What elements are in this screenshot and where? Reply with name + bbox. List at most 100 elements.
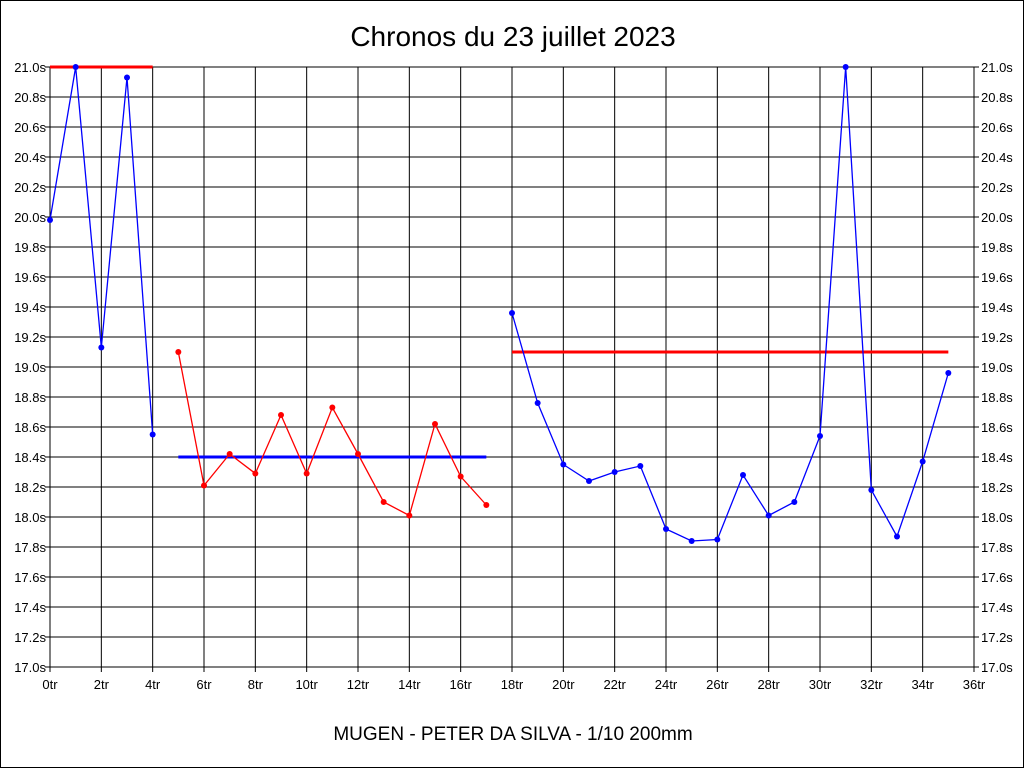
- x-tick-label: 6tr: [196, 677, 212, 692]
- y-tick-label-right: 19.0s: [981, 360, 1013, 375]
- data-point: [919, 458, 926, 465]
- data-point: [329, 404, 336, 411]
- y-tick-label-right: 20.4s: [981, 150, 1013, 165]
- data-point: [817, 433, 823, 439]
- x-tick-label: 8tr: [248, 677, 264, 692]
- y-tick-label-left: 18.4s: [14, 450, 46, 465]
- y-tick-label-left: 17.0s: [14, 660, 46, 675]
- x-tick-label: 24tr: [655, 677, 678, 692]
- x-tick-label: 10tr: [295, 677, 318, 692]
- data-point: [663, 526, 669, 532]
- y-tick-label-right: 17.8s: [981, 540, 1013, 555]
- data-point: [483, 502, 490, 508]
- grid-layer: [45, 66, 979, 672]
- data-point: [278, 412, 284, 418]
- x-tick-label: 16tr: [449, 677, 472, 692]
- y-tick-label-left: 20.8s: [14, 90, 46, 105]
- y-tick-label-right: 18.4s: [981, 450, 1013, 465]
- series-layer: [47, 64, 952, 544]
- y-tick-label-left: 17.6s: [14, 570, 46, 585]
- data-point: [945, 370, 952, 376]
- y-tick-label-right: 18.0s: [981, 510, 1013, 525]
- y-tick-label-left: 20.6s: [14, 120, 46, 135]
- data-point: [688, 538, 695, 544]
- data-point: [560, 461, 567, 468]
- x-tick-label: 4tr: [145, 677, 161, 692]
- data-point: [355, 451, 361, 457]
- y-tick-label-right: 19.4s: [981, 300, 1013, 315]
- y-tick-label-right: 19.6s: [981, 270, 1013, 285]
- y-tick-label-left: 18.0s: [14, 510, 46, 525]
- x-tick-label: 30tr: [809, 677, 832, 692]
- plot-border: [49, 66, 975, 668]
- data-point: [586, 478, 592, 484]
- y-tick-label-right: 17.0s: [981, 660, 1013, 675]
- y-tick-label-right: 18.6s: [981, 420, 1013, 435]
- data-point: [714, 536, 721, 543]
- y-tick-label-right: 20.0s: [981, 210, 1013, 225]
- y-tick-label-right: 18.2s: [981, 480, 1013, 495]
- data-point: [457, 473, 464, 480]
- data-point: [124, 74, 130, 81]
- data-point: [72, 64, 79, 70]
- y-tick-label-left: 19.6s: [14, 270, 46, 285]
- series-2: [509, 64, 952, 544]
- y-tick-label-right: 21.0s: [981, 60, 1013, 75]
- y-tick-label-right: 19.8s: [981, 240, 1013, 255]
- x-tick-label: 0tr: [42, 677, 58, 692]
- data-point: [432, 421, 438, 427]
- y-tick-label-left: 20.2s: [14, 180, 46, 195]
- series-1: [175, 349, 490, 519]
- x-tick-label: 12tr: [347, 677, 370, 692]
- data-point: [380, 499, 387, 505]
- y-tick-label-left: 18.8s: [14, 390, 46, 405]
- series-0: [47, 64, 156, 438]
- data-point: [791, 499, 798, 505]
- data-point: [740, 472, 746, 478]
- data-point: [842, 64, 849, 70]
- data-point: [252, 470, 259, 477]
- x-tick-label: 22tr: [603, 677, 626, 692]
- y-tick-label-left: 19.8s: [14, 240, 46, 255]
- x-tick-label: 18tr: [501, 677, 524, 692]
- data-point: [406, 512, 413, 519]
- x-tick-label: 26tr: [706, 677, 729, 692]
- y-tick-label-right: 17.4s: [981, 600, 1013, 615]
- y-tick-label-left: 20.0s: [14, 210, 46, 225]
- x-tick-label: 36tr: [963, 677, 986, 692]
- series-line: [511, 66, 949, 542]
- data-point: [765, 512, 772, 519]
- y-tick-label-left: 18.2s: [14, 480, 46, 495]
- y-tick-label-left: 19.0s: [14, 360, 46, 375]
- y-tick-label-right: 17.2s: [981, 630, 1013, 645]
- data-point: [175, 349, 182, 355]
- y-tick-label-right: 18.8s: [981, 390, 1013, 405]
- data-point: [303, 470, 310, 477]
- y-tick-label-right: 20.8s: [981, 90, 1013, 105]
- y-tick-label-right: 17.6s: [981, 570, 1013, 585]
- y-tick-label-left: 20.4s: [14, 150, 46, 165]
- chart-subtitle: MUGEN - PETER DA SILVA - 1/10 200mm: [333, 724, 692, 745]
- data-point: [868, 487, 875, 493]
- y-tick-label-right: 19.2s: [981, 330, 1013, 345]
- x-tick-label: 2tr: [94, 677, 110, 692]
- x-tick-label: 14tr: [398, 677, 421, 692]
- reference-lines: [50, 65, 949, 459]
- data-point: [98, 344, 105, 351]
- y-tick-label-right: 20.2s: [981, 180, 1013, 195]
- y-tick-label-left: 19.4s: [14, 300, 46, 315]
- data-point: [226, 451, 233, 457]
- tick-labels: 0tr 2tr 4tr 6tr 8tr 10tr 12tr 14tr 16tr 18tr 20tr 2…: [14, 60, 1013, 692]
- x-tick-label: 20tr: [552, 677, 575, 692]
- data-point: [894, 533, 900, 540]
- y-tick-label-right: 20.6s: [981, 120, 1013, 135]
- x-tick-label: 32tr: [860, 677, 883, 692]
- data-point: [637, 463, 644, 469]
- data-point: [509, 310, 515, 316]
- y-tick-label-left: 19.2s: [14, 330, 46, 345]
- y-tick-label-left: 17.2s: [14, 630, 46, 645]
- chart-title: Chronos du 23 juillet 2023: [350, 21, 675, 52]
- data-point: [611, 469, 618, 475]
- data-point: [47, 217, 53, 223]
